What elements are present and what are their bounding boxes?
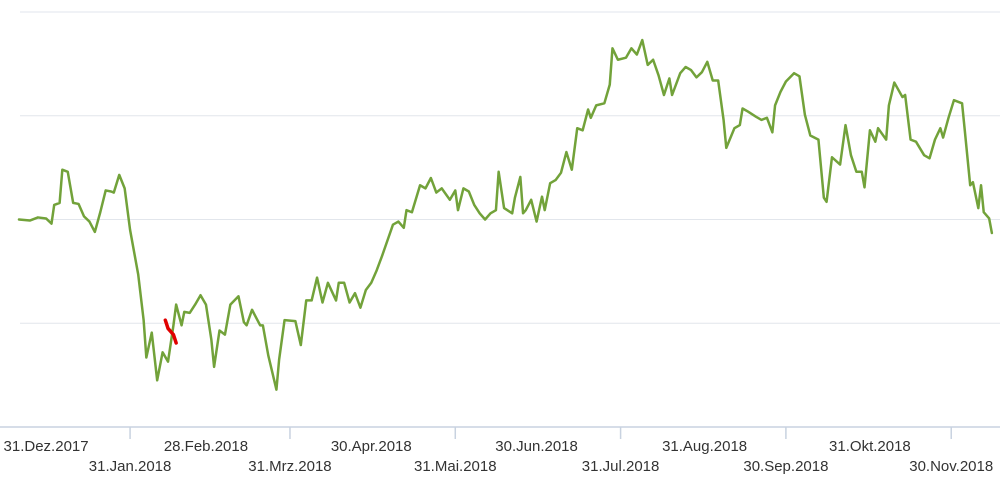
x-tick-label: 28.Feb.2018 — [164, 438, 248, 455]
series-line — [17, 38, 994, 391]
x-tick-label: 30.Apr.2018 — [331, 438, 412, 455]
x-tick-label: 31.Dez.2017 — [4, 438, 89, 455]
x-tick-label: 31.Mrz.2018 — [248, 458, 331, 475]
x-tick-label: 31.Jan.2018 — [89, 458, 172, 475]
series-line — [163, 318, 178, 345]
x-tick-label: 30.Jun.2018 — [495, 438, 578, 455]
x-tick-label: 31.Aug.2018 — [662, 438, 747, 455]
x-tick-label: 31.Jul.2018 — [582, 458, 660, 475]
x-tick-label: 30.Sep.2018 — [743, 458, 828, 475]
x-tick-label: 31.Mai.2018 — [414, 458, 497, 475]
x-tick-label: 31.Okt.2018 — [829, 438, 911, 455]
x-tick-label: 30.Nov.2018 — [909, 458, 993, 475]
